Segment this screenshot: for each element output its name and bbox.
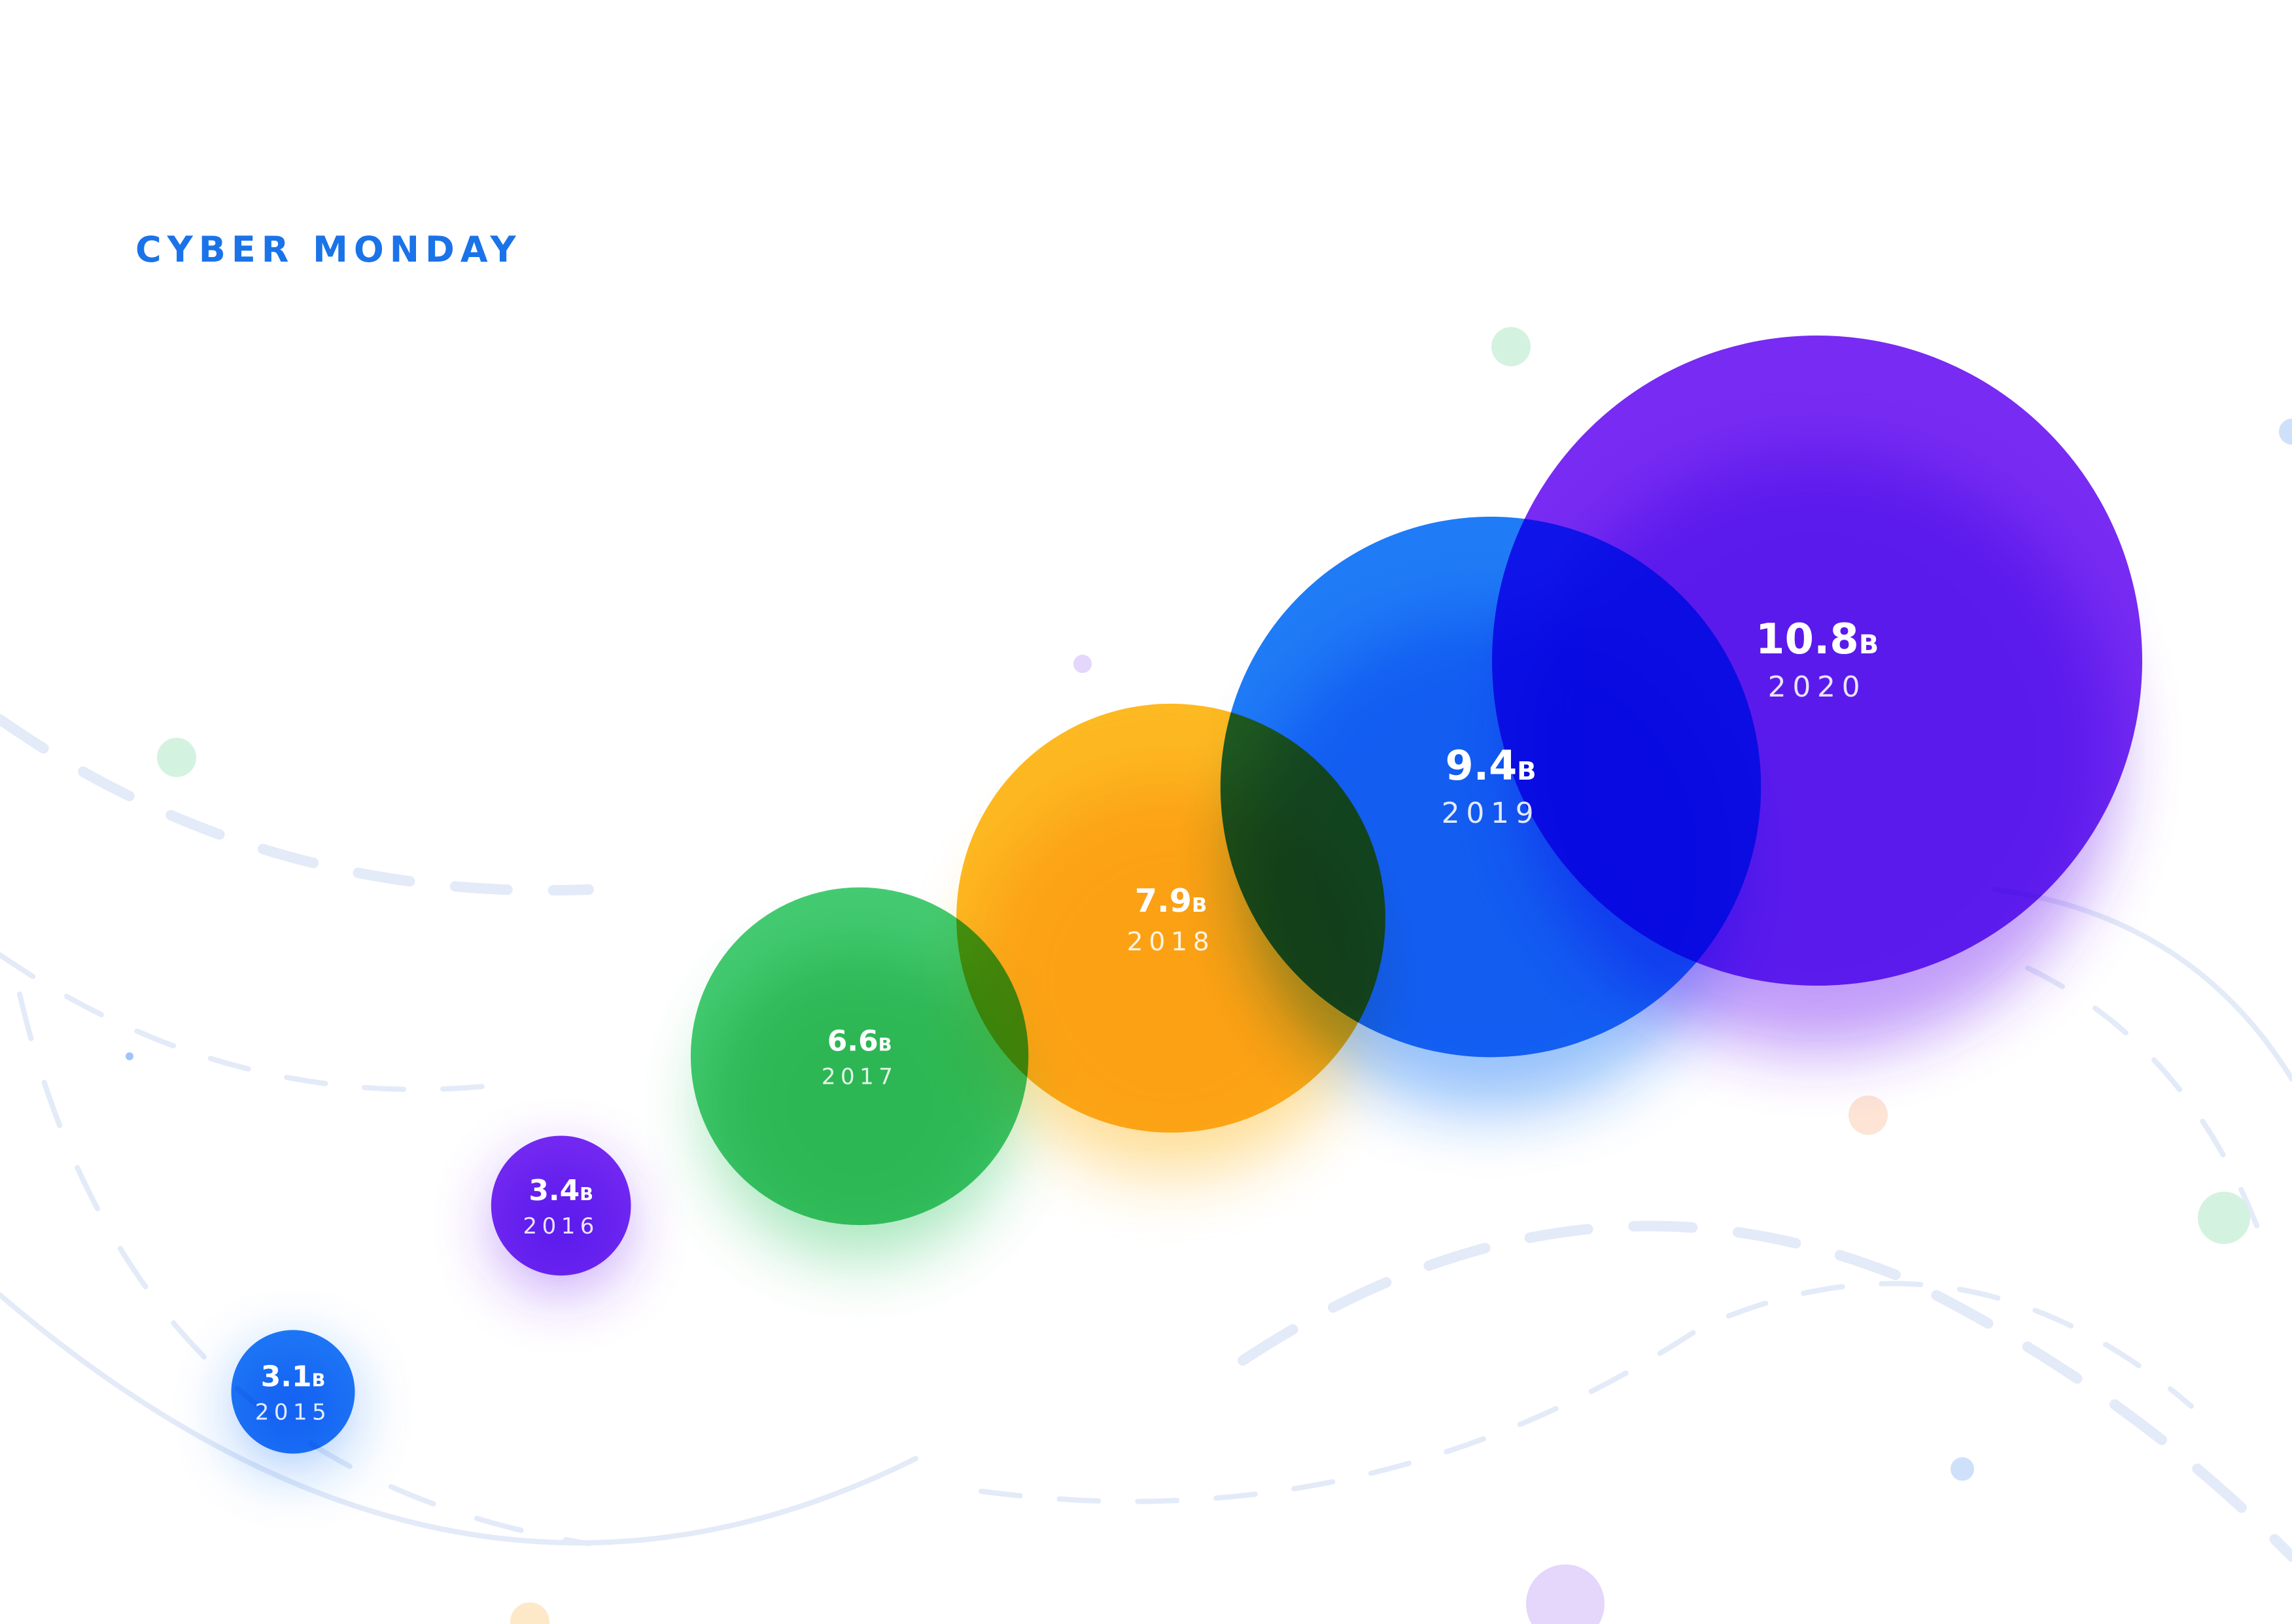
value-label-2015: 3.1B (261, 1360, 326, 1394)
decorative-dot (510, 1602, 549, 1624)
value-label-2016: 3.4B (529, 1174, 593, 1207)
value-number: 3.4 (529, 1174, 580, 1207)
decorative-dot (126, 1052, 133, 1060)
value-number: 6.6 (827, 1024, 878, 1058)
value-unit: B (580, 1184, 593, 1205)
value-number: 7.9 (1135, 882, 1192, 920)
decorative-dot (1073, 655, 1092, 673)
decorative-dot (2198, 1192, 2250, 1244)
value-label-2019: 9.4B (1445, 742, 1536, 789)
background-dots (126, 327, 2292, 1624)
value-unit: B (1517, 757, 1536, 786)
value-label-2020: 10.8B (1756, 615, 1879, 664)
year-label-2020: 2020 (1768, 670, 1867, 704)
bubble-labels: 3.1B20153.4B20166.6B20177.9B20189.4B2019… (255, 615, 1879, 1426)
chart-title: CYBER MONDAY (135, 229, 522, 270)
value-number: 9.4 (1445, 742, 1517, 789)
bubble-2017 (690, 887, 1029, 1226)
bubble-2016 (491, 1135, 631, 1276)
year-label-2016: 2016 (523, 1213, 599, 1239)
bubbles (231, 336, 2142, 1454)
decorative-dot (2279, 419, 2292, 445)
value-number: 3.1 (261, 1360, 312, 1394)
value-label-2018: 7.9B (1135, 882, 1207, 920)
decorative-dot (1849, 1096, 1888, 1135)
bubble-2020 (1492, 336, 2142, 986)
decorative-dot (157, 738, 196, 777)
year-label-2018: 2018 (1127, 927, 1215, 957)
value-unit: B (878, 1035, 892, 1055)
value-unit: B (312, 1371, 326, 1391)
decorative-dot (1526, 1564, 1605, 1624)
decorative-dot (1491, 327, 1531, 366)
year-label-2015: 2015 (255, 1400, 331, 1426)
year-label-2019: 2019 (1442, 797, 1540, 830)
value-number: 10.8 (1756, 615, 1859, 664)
bubble-2015 (231, 1330, 355, 1454)
value-label-2017: 6.6B (827, 1024, 892, 1058)
decorative-dot (1951, 1457, 1974, 1481)
value-unit: B (1859, 630, 1879, 660)
background-decoration (0, 714, 2292, 1562)
year-label-2017: 2017 (822, 1063, 897, 1090)
value-unit: B (1192, 894, 1207, 917)
